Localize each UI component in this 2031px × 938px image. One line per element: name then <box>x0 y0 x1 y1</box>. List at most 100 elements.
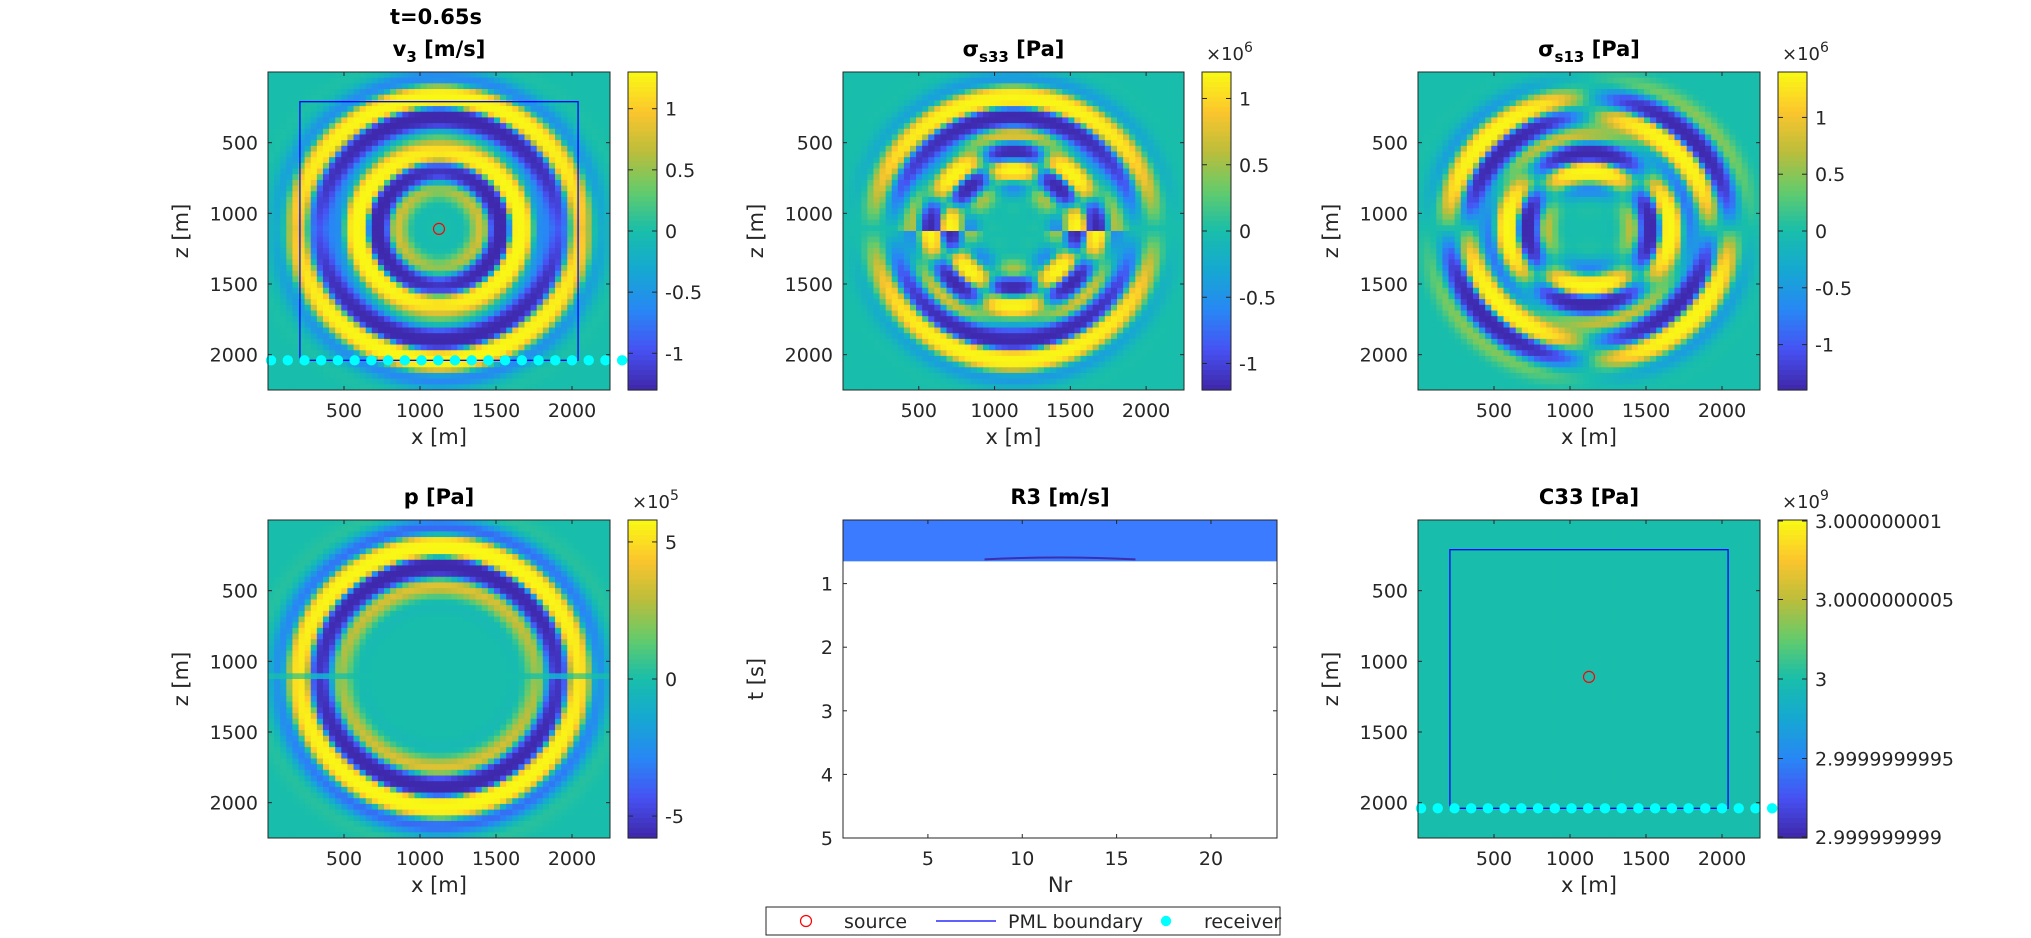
colorbar-tick-label: -0.5 <box>665 282 702 304</box>
receiver-marker <box>533 355 544 366</box>
subplot-v3: 500 1000 1500 2000 500 1000 1500 2000 x [m] z [m]… <box>169 37 702 449</box>
x-axis-label: x [m] <box>411 873 467 897</box>
y-tick-label: 1000 <box>210 203 258 225</box>
colorbar-tick-label: -1 <box>1815 335 1834 357</box>
plot-area <box>268 520 610 838</box>
y-tick-label: 1 <box>821 574 833 596</box>
receiver-marker <box>316 355 327 366</box>
x-tick-label: 1000 <box>1546 848 1594 870</box>
x-tick-label: 1500 <box>1622 848 1670 870</box>
receiver-marker <box>1566 803 1577 814</box>
heatmap-cells <box>843 72 1184 390</box>
y-tick-label: 500 <box>797 133 833 155</box>
x-tick-label: 1500 <box>472 400 520 422</box>
colorbar-tick-label: 0 <box>665 221 677 243</box>
receiver-marker <box>1616 803 1627 814</box>
subplot-title: σs33 [Pa] <box>963 37 1065 66</box>
receiver-marker <box>466 355 477 366</box>
receiver-marker <box>382 355 394 366</box>
receiver-marker <box>1683 803 1694 814</box>
y-axis-label: z [m] <box>744 204 768 259</box>
y-tick-label: 500 <box>222 133 258 155</box>
y-tick-label: 1500 <box>1360 722 1408 744</box>
x-tick-label: 1500 <box>1622 400 1670 422</box>
legend-label: source <box>844 911 907 933</box>
y-tick-label: 2000 <box>210 793 258 815</box>
y-tick-label: 1500 <box>210 274 258 296</box>
receiver-marker <box>1482 803 1494 814</box>
x-axis-label: Nr <box>1048 873 1073 897</box>
plot-area <box>1418 520 1760 838</box>
subplot-title: C33 [Pa] <box>1539 485 1639 509</box>
plot-area <box>843 520 1277 838</box>
y-axis-label: t [s] <box>744 658 768 700</box>
colorbar: 5 0 -5 ×105 <box>627 488 684 839</box>
y-tick-label: 1500 <box>785 274 833 296</box>
subplot-p: 500 1000 1500 2000 500 1000 1500 2000 x [m] z [m]… <box>169 485 684 897</box>
colorbar-exponent: ×106 <box>1206 40 1253 65</box>
subplot-title: R3 [m/s] <box>1010 485 1109 509</box>
colorbar-tick-label: 1 <box>665 99 677 121</box>
x-tick-label: 500 <box>1476 848 1512 870</box>
y-tick-label: 2000 <box>1360 793 1408 815</box>
receiver-marker <box>1716 803 1728 814</box>
recorded-traces <box>843 520 1277 562</box>
y-axis-label: z [m] <box>169 204 193 259</box>
receiver-marker <box>616 355 628 366</box>
colorbar-tick-label: 3.0000000005 <box>1815 590 1954 612</box>
colorbar-exponent: ×109 <box>1782 488 1829 513</box>
y-axis-label: z [m] <box>1319 652 1343 707</box>
axes-box <box>267 519 611 839</box>
receiver-marker <box>1415 803 1427 814</box>
colorbar-exponent: ×105 <box>632 488 679 513</box>
heatmap-cells <box>1418 72 1760 390</box>
x-tick-label: 2000 <box>1698 848 1746 870</box>
colorbar: 1 0.5 0 -0.5 -1 ×106 <box>1777 40 1852 391</box>
x-tick-label: 1000 <box>396 400 444 422</box>
receiver-marker <box>1599 803 1611 814</box>
y-tick-label: 4 <box>821 764 833 786</box>
subplot-c33: 500 1000 1500 2000 500 1000 1500 2000 x [m] z [m]… <box>1319 485 1954 897</box>
colorbar-exponent: ×106 <box>1782 40 1829 65</box>
colorbar-tick-label: 0.5 <box>1815 164 1845 186</box>
x-tick-label: 500 <box>326 848 362 870</box>
colorbar-tick-label: 0 <box>1815 221 1827 243</box>
colorbar: 1 0.5 0 -0.5 -1 <box>627 71 702 391</box>
x-tick-label: 1000 <box>1546 400 1594 422</box>
receiver-marker <box>1583 803 1594 814</box>
colorbar-tick-label: 5 <box>665 532 677 554</box>
y-tick-label: 5 <box>821 828 833 850</box>
y-tick-label: 2 <box>821 637 833 659</box>
colorbar-tick-label: -0.5 <box>1239 287 1276 309</box>
figure-time-title: t=0.65s <box>390 5 482 29</box>
y-tick-label: 2000 <box>1360 345 1408 367</box>
receiver-marker <box>583 355 594 366</box>
receiver-marker <box>449 355 461 366</box>
receiver-marker <box>1549 803 1561 814</box>
receiver-marker <box>282 355 293 366</box>
plot-area <box>268 72 610 390</box>
receiver-marker <box>1750 803 1761 814</box>
colorbar-tick-label: -5 <box>665 806 684 828</box>
receiver-marker <box>1700 803 1711 814</box>
x-tick-label: 2000 <box>1122 400 1170 422</box>
legend: source PML boundary receiver <box>765 906 1281 936</box>
y-tick-label: 1500 <box>210 722 258 744</box>
receiver-marker <box>566 355 578 366</box>
plot-area <box>843 72 1184 390</box>
colorbar-tick-label: 0.5 <box>665 160 695 182</box>
subplot-title: p [Pa] <box>404 485 475 509</box>
colorbar-tick-label: 1 <box>1239 89 1251 111</box>
colorbar-tick-label: 2.9999999995 <box>1815 749 1954 771</box>
colorbar-tick-label: 0 <box>1239 221 1251 243</box>
y-tick-label: 3 <box>821 701 833 723</box>
y-tick-label: 1000 <box>210 651 258 673</box>
legend-label: receiver <box>1204 911 1281 933</box>
axes-box <box>842 519 1278 839</box>
x-tick-label: 500 <box>901 400 937 422</box>
plot-area <box>1418 72 1760 390</box>
x-axis-label: x [m] <box>1561 425 1617 449</box>
axes-box <box>267 71 611 391</box>
x-tick-label: 20 <box>1199 848 1223 870</box>
receiver-marker <box>550 355 561 366</box>
